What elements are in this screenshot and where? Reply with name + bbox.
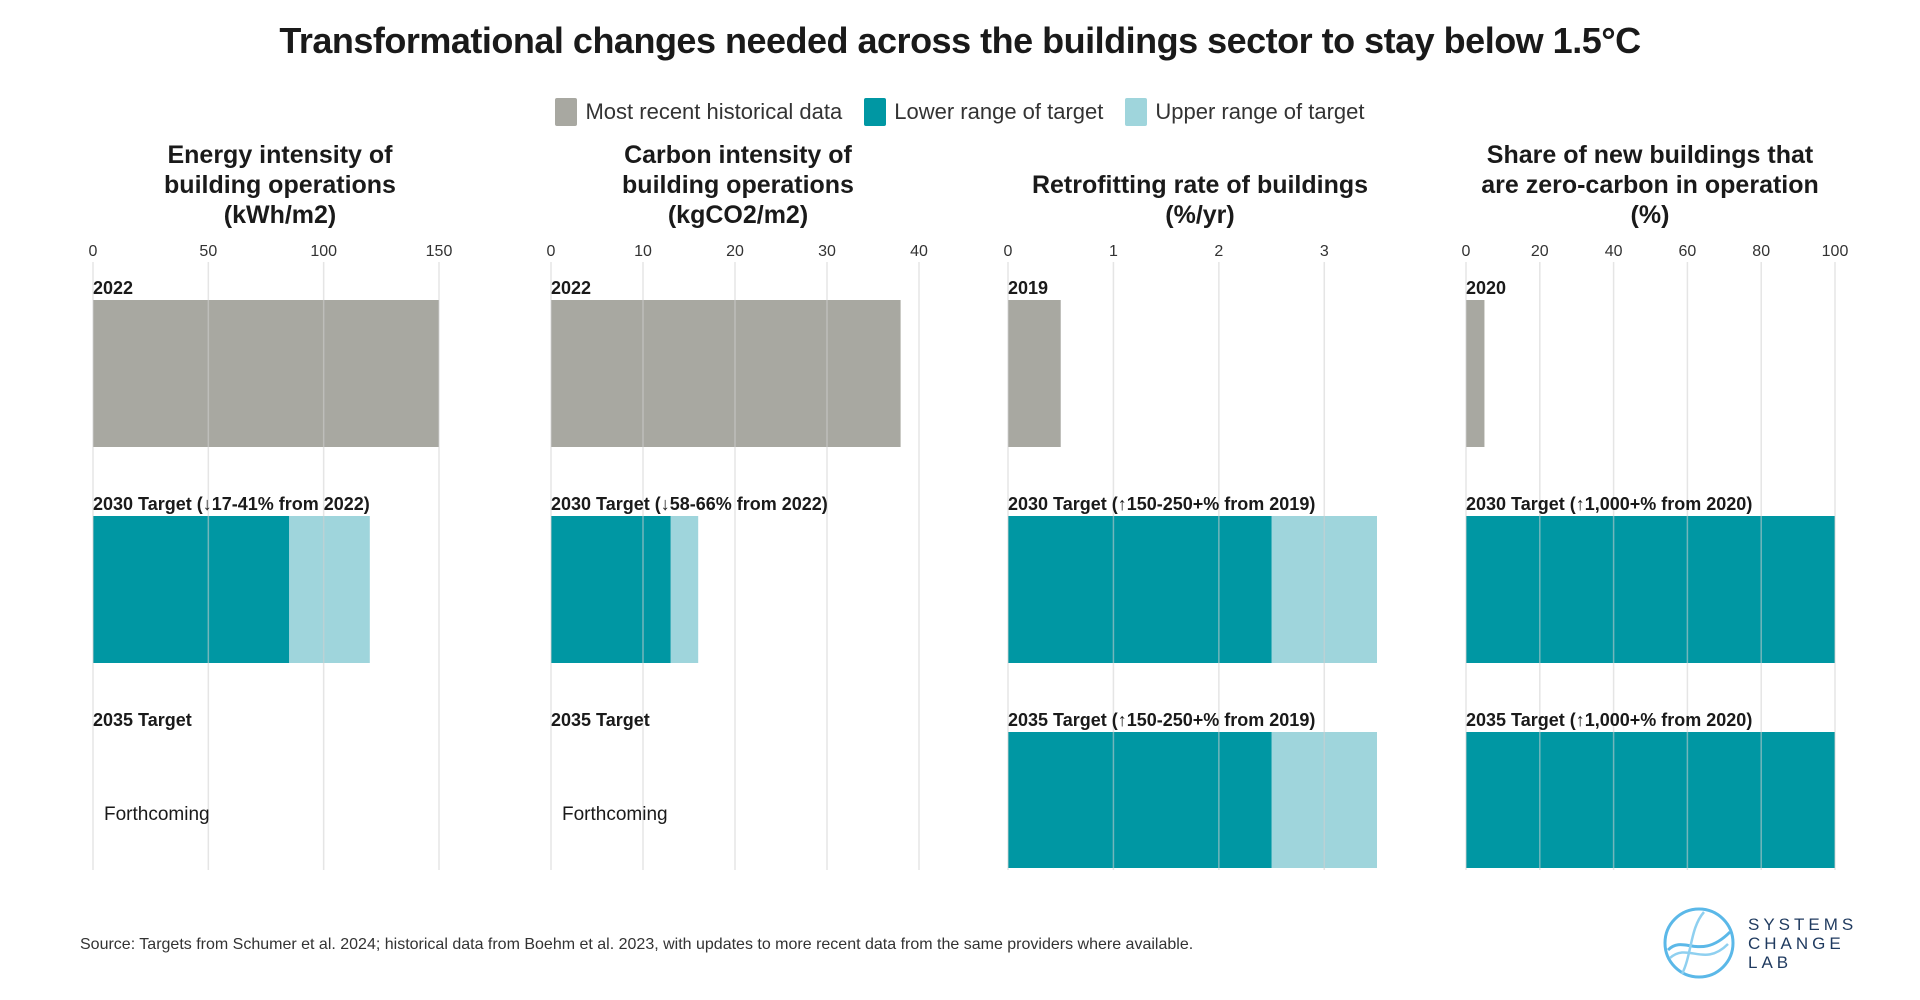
bar-historical-1 — [551, 300, 901, 447]
legend: Most recent historical data Lower range … — [0, 98, 1920, 126]
row-label-0-1: 2030 Target (↓17-41% from 2022) — [93, 494, 370, 514]
row-label-3-1: 2030 Target (↑1,000+% from 2020) — [1466, 494, 1752, 514]
bar-lower-2-2 — [1008, 732, 1272, 868]
bar-upper-1-1 — [670, 516, 699, 663]
tick-label-0-0: 0 — [89, 243, 98, 260]
row-label-0-0: 2022 — [93, 278, 133, 298]
tick-label-2-1: 1 — [1109, 243, 1118, 260]
legend-swatch-upper — [1125, 98, 1148, 126]
logo-line-1: SYSTEMS — [1748, 914, 1858, 934]
tick-label-3-0: 0 — [1462, 243, 1471, 260]
bar-lower-0-1 — [93, 516, 290, 663]
bar-upper-0-1 — [289, 516, 370, 663]
forthcoming-note-1: Forthcoming — [562, 804, 668, 825]
legend-label-upper: Upper range of target — [1155, 99, 1365, 124]
tick-label-3-100: 100 — [1822, 243, 1849, 260]
tick-label-2-3: 3 — [1320, 243, 1329, 260]
tick-label-1-20: 20 — [726, 243, 744, 260]
bar-historical-0 — [93, 300, 439, 447]
logo-line-2: CHANGE — [1748, 933, 1845, 953]
source-note: Source: Targets from Schumer et al. 2024… — [80, 936, 1194, 953]
row-label-2-2: 2035 Target (↑150-250+% from 2019) — [1008, 710, 1315, 730]
bar-lower-3-2 — [1466, 732, 1835, 868]
row-label-0-2: 2035 Target — [93, 710, 192, 730]
legend-label-lower: Lower range of target — [894, 99, 1104, 124]
tick-label-1-30: 30 — [818, 243, 836, 260]
tick-label-1-0: 0 — [547, 243, 556, 260]
logo-line-3: LAB — [1748, 952, 1793, 972]
tick-label-3-80: 80 — [1752, 243, 1770, 260]
row-label-2-0: 2019 — [1008, 278, 1048, 298]
legend-swatch-historical — [555, 98, 578, 126]
logo-globe-icon — [1663, 907, 1735, 979]
chart-title: Transformational changes needed across t… — [279, 20, 1641, 61]
bar-historical-2 — [1008, 300, 1061, 447]
tick-label-0-50: 50 — [199, 243, 217, 260]
bar-historical-3 — [1466, 300, 1485, 447]
tick-label-3-60: 60 — [1679, 243, 1697, 260]
row-label-3-0: 2020 — [1466, 278, 1506, 298]
row-label-3-2: 2035 Target (↑1,000+% from 2020) — [1466, 710, 1752, 730]
bar-lower-3-1 — [1466, 516, 1835, 663]
row-label-2-1: 2030 Target (↑150-250+% from 2019) — [1008, 494, 1315, 514]
legend-item-lower: Lower range of target — [864, 98, 1103, 126]
panel-title-retrofit: Retrofitting rate of buildings (%/yr) — [1031, 171, 1369, 229]
tick-label-3-20: 20 — [1531, 243, 1549, 260]
legend-item-upper: Upper range of target — [1125, 98, 1365, 126]
tick-label-2-0: 0 — [1004, 243, 1013, 260]
tick-label-0-150: 150 — [426, 243, 453, 260]
tick-label-0-100: 100 — [310, 243, 337, 260]
row-label-1-0: 2022 — [551, 278, 591, 298]
forthcoming-note-0: Forthcoming — [104, 804, 210, 825]
bar-lower-1-1 — [551, 516, 671, 663]
legend-item-historical: Most recent historical data — [555, 98, 842, 126]
bar-lower-2-1 — [1008, 516, 1272, 663]
row-label-1-2: 2035 Target — [551, 710, 650, 730]
legend-label-historical: Most recent historical data — [585, 99, 843, 124]
tick-label-1-40: 40 — [910, 243, 928, 260]
systems-change-lab-logo: SYSTEMS CHANGE LAB — [1660, 904, 1857, 982]
legend-swatch-lower — [864, 98, 887, 126]
tick-label-2-2: 2 — [1214, 243, 1223, 260]
row-label-1-1: 2030 Target (↓58-66% from 2022) — [551, 494, 828, 514]
tick-label-1-10: 10 — [634, 243, 652, 260]
tick-label-3-40: 40 — [1605, 243, 1623, 260]
